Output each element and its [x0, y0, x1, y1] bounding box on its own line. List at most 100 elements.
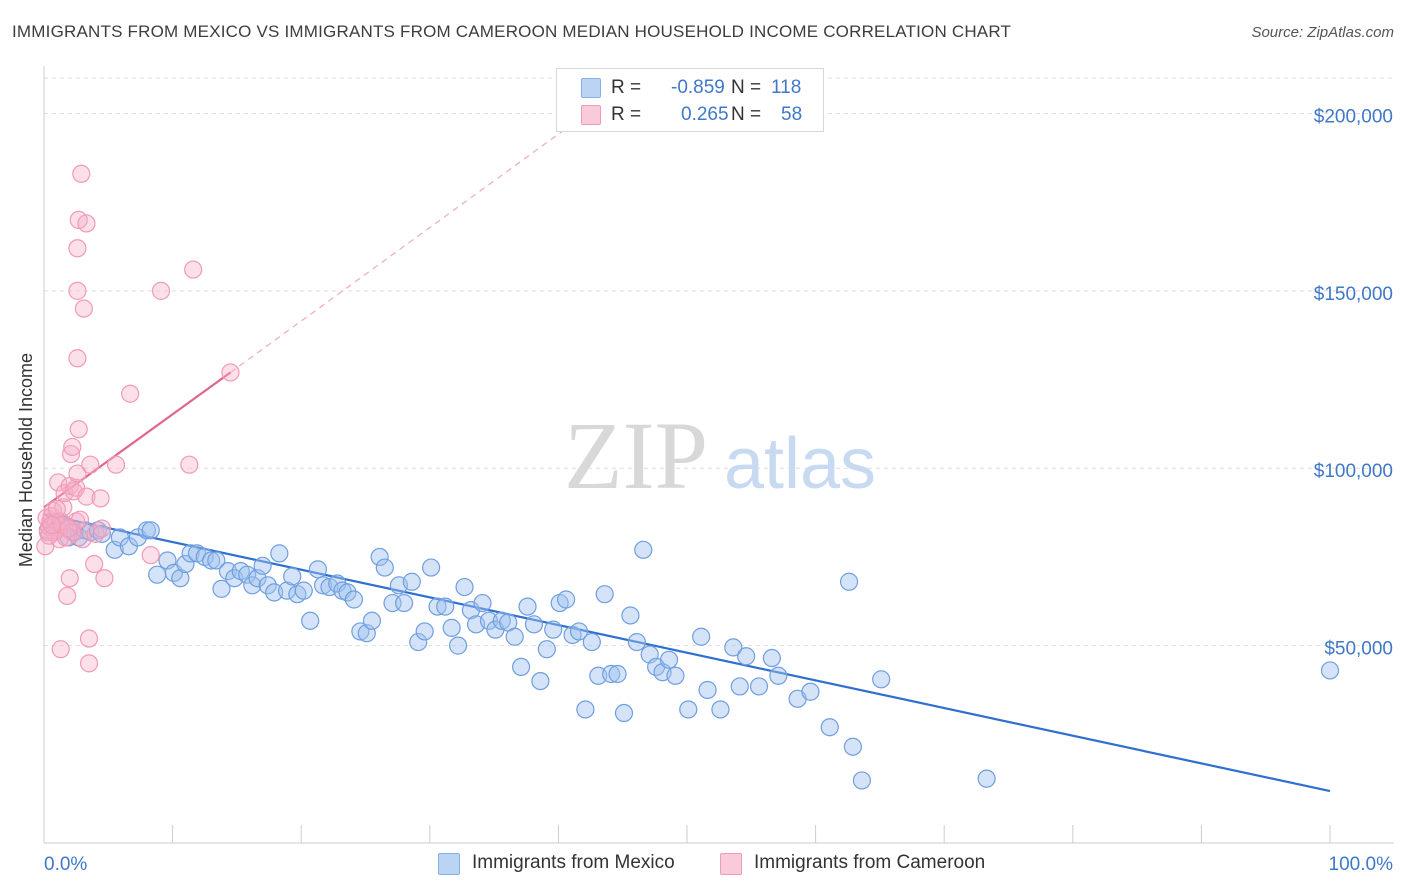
trend-line-mexico: [43, 513, 1331, 793]
point-mexico: [614, 703, 634, 723]
watermark-zip: ZIP: [564, 402, 708, 509]
y-tick-label: $150,000: [1314, 284, 1393, 305]
point-mexico: [409, 632, 428, 652]
point-mexico: [544, 620, 563, 639]
point-mexico: [582, 632, 601, 652]
legend-label-cameroon: Immigrants from Cameroon: [754, 852, 986, 873]
x-tick-label: 0.0%: [44, 854, 87, 875]
point-mexico: [666, 666, 685, 685]
point-mexico: [621, 606, 640, 625]
point-mexico: [659, 650, 679, 669]
point-cameroon: [79, 629, 99, 648]
point-cameroon: [141, 546, 160, 565]
point-mexico: [171, 569, 190, 588]
point-mexico: [362, 611, 382, 630]
trend-lines: [43, 77, 1331, 793]
point-cameroon: [69, 420, 88, 439]
data-points: [36, 164, 1340, 790]
point-cameroon: [45, 522, 64, 542]
r-label: R =: [611, 77, 642, 98]
point-mexico: [692, 627, 711, 646]
point-mexico: [212, 579, 231, 598]
point-mexico: [207, 551, 226, 570]
point-mexico: [843, 737, 862, 756]
point-mexico: [436, 597, 455, 616]
point-mexico: [1320, 661, 1340, 680]
point-mexico: [461, 601, 481, 620]
point-mexico: [448, 636, 468, 655]
point-cameroon: [68, 281, 87, 300]
point-mexico: [338, 583, 357, 602]
axes: [43, 66, 1394, 844]
point-mexico: [148, 565, 167, 584]
point-mexico: [537, 640, 556, 659]
point-cameroon: [49, 473, 68, 492]
point-mexico: [698, 680, 717, 700]
point-cameroon: [106, 455, 126, 474]
point-cameroon: [95, 569, 114, 588]
x-tick-label: 100.0%: [1329, 854, 1394, 875]
point-mexico: [421, 558, 441, 577]
point-mexico: [679, 700, 698, 719]
point-cameroon: [184, 260, 203, 279]
point-cameroon: [61, 444, 81, 464]
point-mexico: [415, 622, 434, 641]
r-label: R =: [611, 104, 642, 125]
point-cameroon: [151, 281, 171, 300]
point-mexico: [711, 700, 730, 719]
point-mexico: [253, 556, 272, 575]
point-mexico: [762, 648, 781, 668]
point-mexico: [270, 544, 289, 563]
point-cameroon: [72, 164, 91, 183]
point-mexico: [872, 670, 891, 689]
legend-label-mexico: Immigrants from Mexico: [472, 852, 675, 873]
point-mexico: [512, 657, 531, 677]
point-cameroon: [180, 455, 199, 474]
point-cameroon: [68, 239, 87, 258]
point-mexico: [505, 627, 524, 646]
point-mexico: [428, 597, 447, 616]
point-mexico: [479, 611, 499, 630]
point-cameroon: [58, 586, 77, 606]
point-mexico: [92, 524, 111, 543]
point-mexico: [634, 540, 653, 559]
point-mexico: [202, 551, 221, 570]
point-cameroon: [59, 519, 78, 538]
point-cameroon: [42, 515, 61, 535]
point-mexico: [402, 572, 421, 591]
point-mexico: [181, 544, 200, 563]
cameroon-swatch: [581, 105, 601, 125]
point-mexico: [258, 576, 277, 595]
point-cameroon: [81, 455, 100, 474]
point-cameroon: [60, 569, 79, 588]
point-mexico: [595, 585, 614, 604]
point-mexico: [730, 677, 749, 696]
point-mexico: [394, 593, 414, 613]
point-cameroon: [51, 640, 70, 659]
point-mexico: [852, 771, 871, 790]
point-cameroon: [92, 519, 111, 538]
point-mexico: [749, 677, 769, 696]
point-mexico: [557, 590, 576, 609]
point-cameroon: [121, 384, 140, 403]
point-mexico: [283, 567, 302, 586]
point-mexico: [442, 618, 461, 637]
point-mexico: [737, 647, 756, 666]
n-label: N =: [731, 77, 762, 98]
point-mexico: [801, 682, 820, 701]
point-cameroon: [40, 526, 59, 545]
point-mexico: [308, 560, 328, 579]
cameroon-legend-swatch: [720, 853, 742, 875]
n-value: 118: [771, 77, 802, 98]
point-mexico: [301, 611, 320, 630]
point-cameroon: [54, 498, 73, 517]
watermark-atlas: atlas: [724, 424, 876, 504]
stats-legend: R = -0.859 N = 118 R = 0.265 N = 58: [556, 68, 824, 132]
point-mexico: [137, 521, 156, 540]
point-mexico: [518, 597, 537, 616]
point-mexico: [576, 700, 595, 719]
point-mexico: [724, 638, 743, 657]
point-mexico: [473, 593, 492, 613]
chart-title: IMMIGRANTS FROM MEXICO VS IMMIGRANTS FRO…: [12, 22, 1012, 41]
